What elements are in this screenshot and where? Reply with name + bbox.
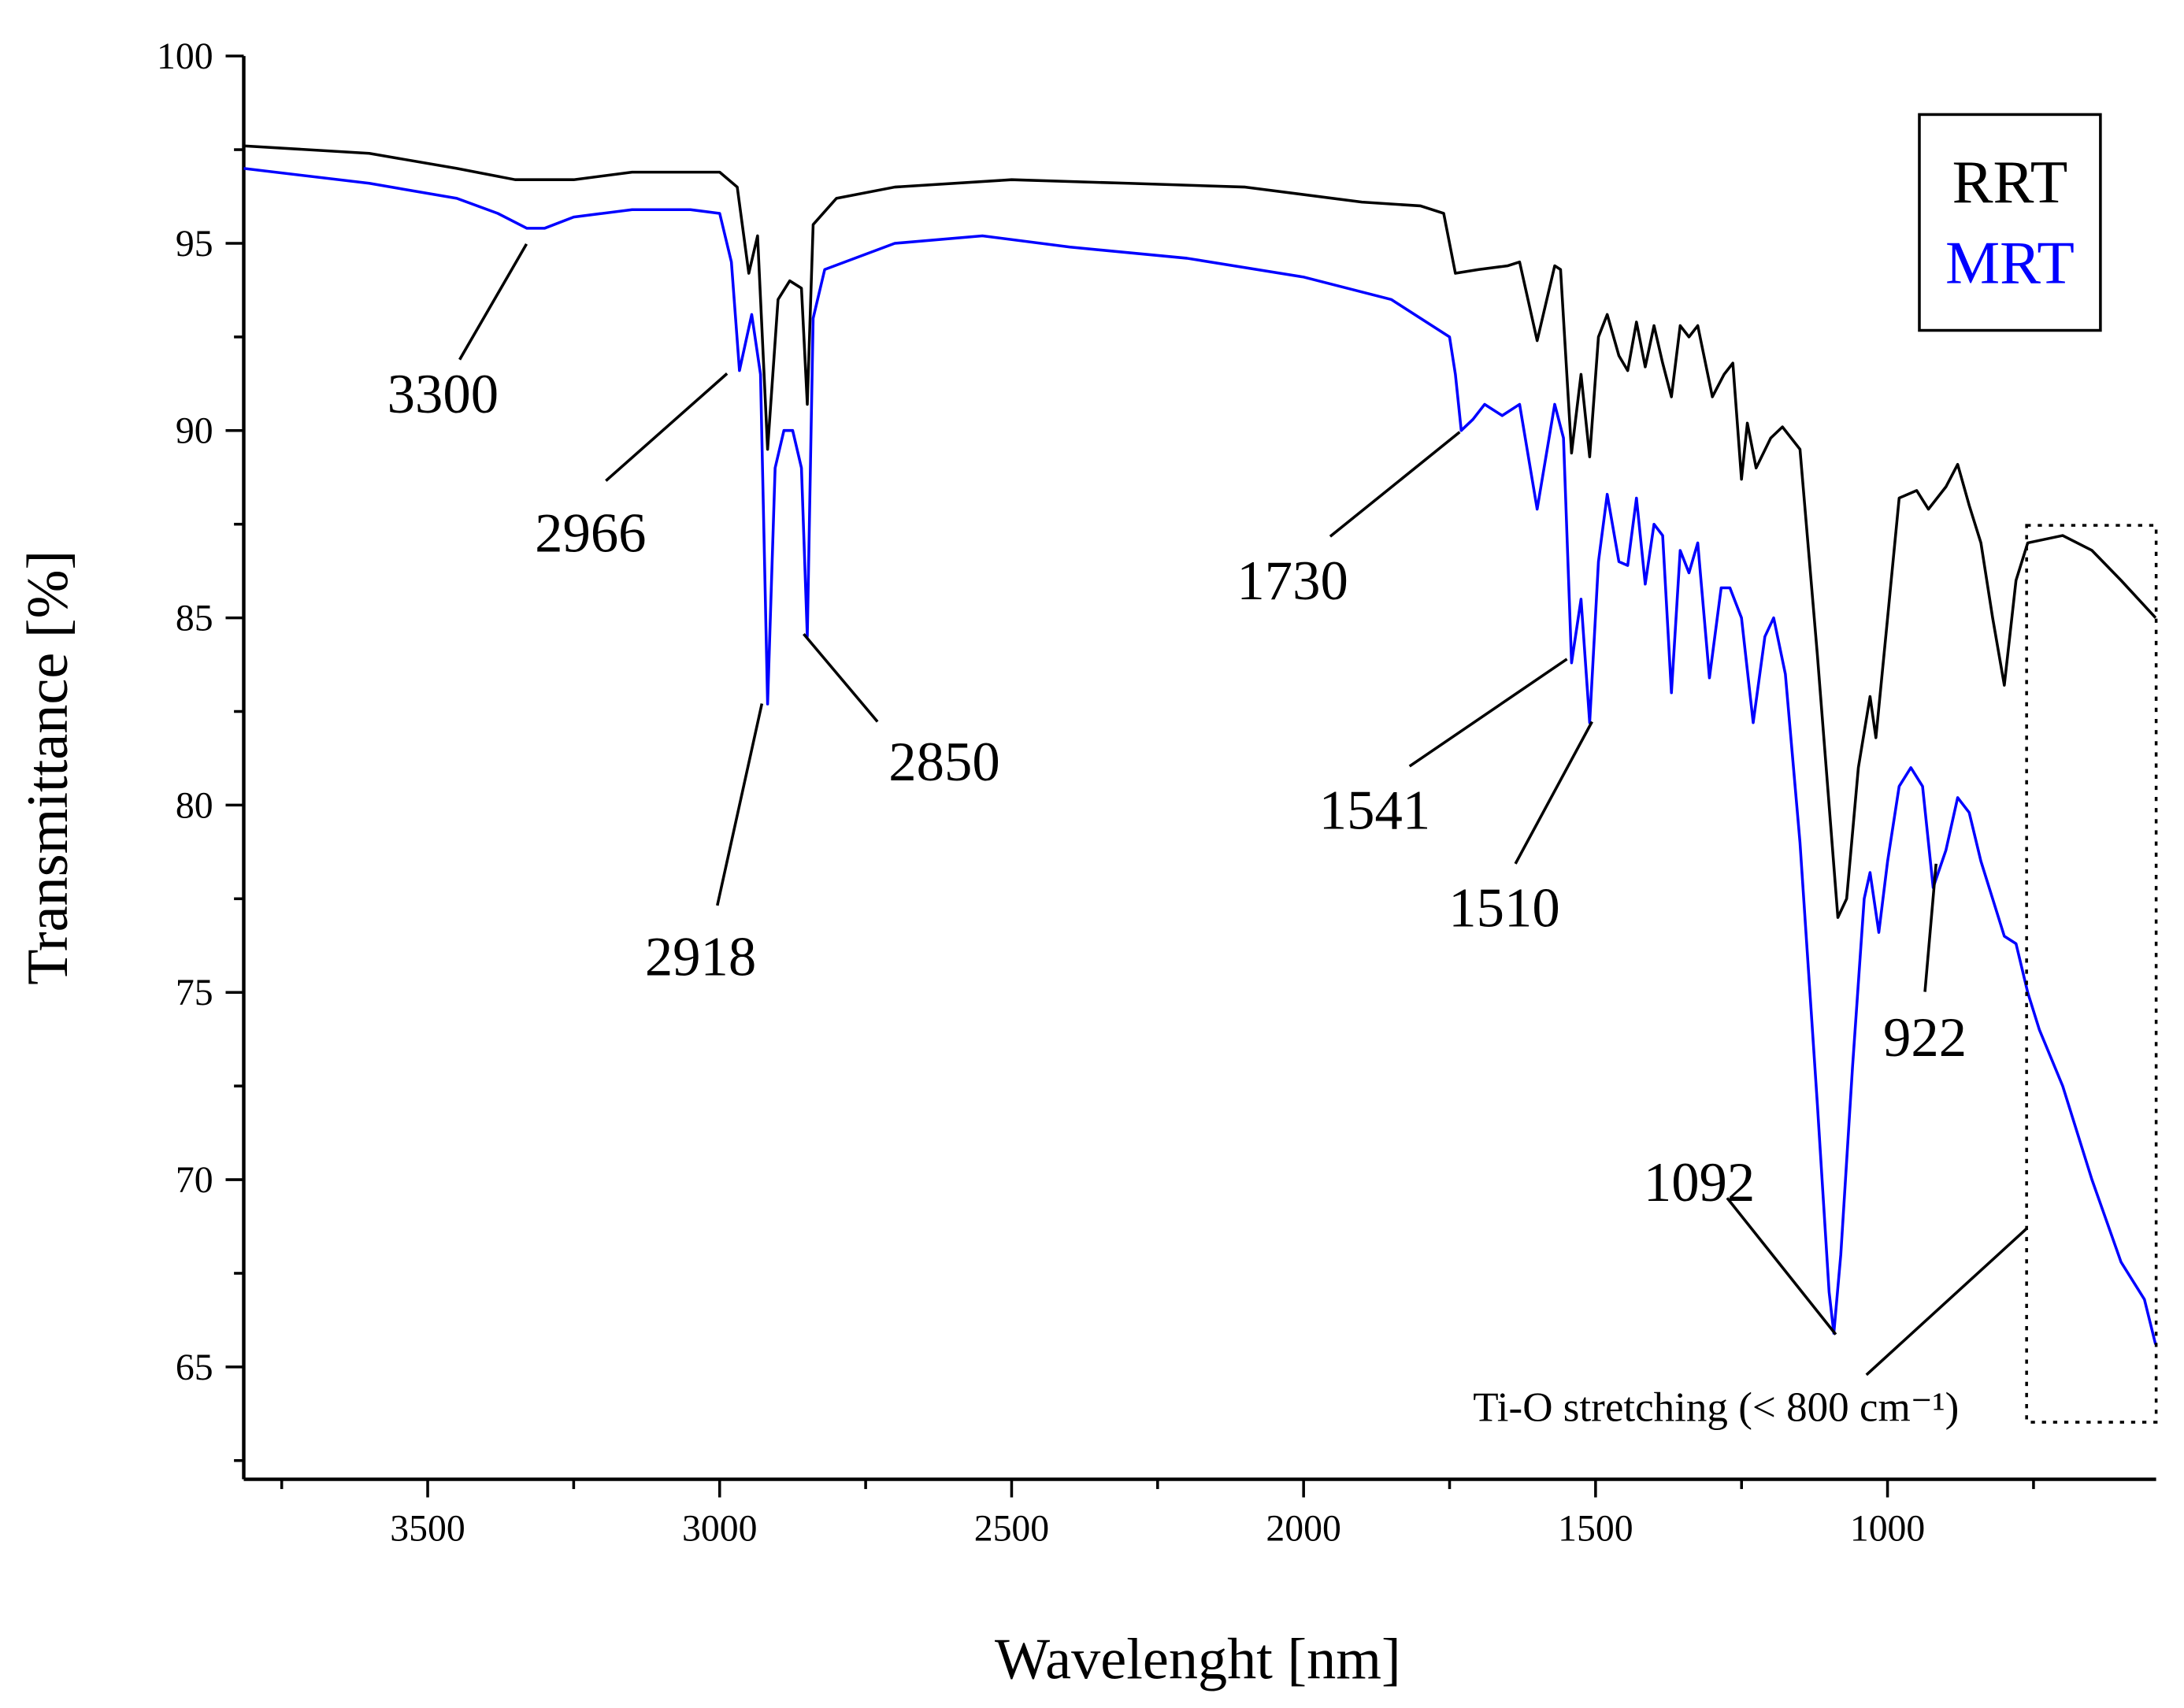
x-tick-label: 1500 — [1558, 1507, 1633, 1549]
x-tick-label: 3500 — [390, 1507, 465, 1549]
annotation: 2918 — [645, 926, 756, 987]
y-tick-label: 75 — [176, 972, 213, 1013]
annotation: 922 — [1883, 1007, 1967, 1069]
x-tick-label: 3000 — [682, 1507, 757, 1549]
x-tick-label: 2500 — [974, 1507, 1049, 1549]
highlight-region — [2025, 524, 2158, 1424]
x-axis-title: Wavelenght [nm] — [995, 1627, 1401, 1691]
annotation: Ti-O stretching (< 800 cm⁻¹) — [1473, 1384, 1959, 1430]
annotation: 2966 — [535, 503, 646, 565]
y-tick-label: 90 — [176, 410, 213, 452]
series-line — [243, 144, 2157, 919]
annotation: 2850 — [888, 732, 999, 793]
y-tick-label: 70 — [176, 1159, 213, 1201]
annotation-leader — [803, 632, 879, 723]
legend-entry: RRT — [1952, 148, 2068, 216]
legend-box — [1918, 113, 2102, 332]
annotation-leader — [458, 243, 528, 361]
y-tick-label: 100 — [157, 35, 213, 77]
x-tick-label: 2000 — [1266, 1507, 1340, 1549]
annotation: 1510 — [1448, 877, 1559, 939]
series-line — [243, 167, 2157, 1345]
x-tick-label: 1000 — [1850, 1507, 1925, 1549]
legend-entry: MRT — [1945, 228, 2075, 296]
annotation: 1541 — [1319, 780, 1430, 842]
annotation-leader — [716, 703, 764, 906]
annotation-leader — [1923, 863, 1937, 992]
annotation: 3300 — [387, 364, 499, 425]
y-axis-title: Transmittance [%] — [16, 550, 80, 985]
y-tick-label: 65 — [176, 1347, 213, 1388]
annotation-bg — [1407, 1379, 2020, 1435]
annotation: 1730 — [1237, 550, 1348, 612]
annotation-leader — [605, 372, 729, 482]
y-tick-label: 85 — [176, 598, 213, 639]
y-tick-label: 95 — [176, 223, 213, 265]
annotation-leader — [1408, 658, 1568, 768]
y-tick-label: 80 — [176, 784, 213, 826]
annotation: 1092 — [1644, 1152, 1755, 1213]
annotation-leader — [1865, 1227, 2028, 1376]
annotation-leader — [1329, 431, 1461, 538]
annotation-leader — [1514, 721, 1593, 865]
annotation-leader — [1726, 1197, 1837, 1336]
